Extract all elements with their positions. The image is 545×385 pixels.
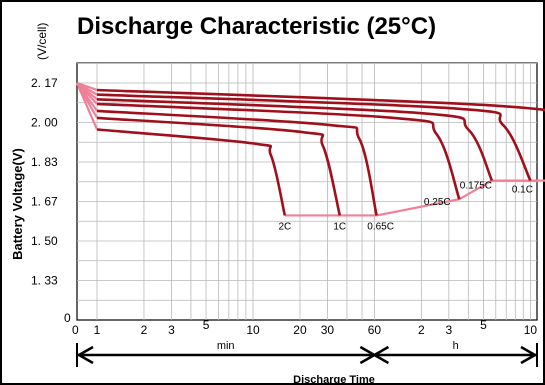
x-tick-label: 60 [368,323,382,337]
discharge-curve-1C [96,116,342,216]
discharge-curve-0.1C [96,93,532,182]
discharge-curve-0.25C [96,102,461,200]
curve-label: 0.1C [512,185,533,196]
y-axis-title: Battery Voltage(V) [10,148,25,260]
x-axis-title: Discharge Time [293,374,375,385]
x-tick-label: 30 [321,323,335,337]
y-tick-label: 2. 17 [31,76,58,90]
y-tick-label: 1. 50 [31,234,58,248]
y-tick-label: 2. 00 [31,116,58,130]
y-tick-label: 1. 67 [31,195,58,209]
curve-label: 0.25C [424,197,451,208]
x-tick-label: 2 [418,323,425,337]
initial-drop-line [76,81,98,92]
y-tick-label: 1. 33 [31,274,58,288]
discharge-curve-2C [96,128,287,216]
x-tick-label: 5 [203,318,210,332]
curve-label: 2C [278,221,291,232]
x-segment-label-h: h [453,340,459,352]
x-tick-label: 10 [524,323,538,337]
x-tick-label: 10 [246,323,260,337]
x-tick-label: 5 [480,318,487,332]
discharge-curve-0.65C [96,109,378,216]
x-segment-arrowhead [359,345,376,365]
discharge-curve-0.175C [96,98,494,182]
x-tick-label: 20 [293,323,307,337]
x-tick-label: 3 [445,323,452,337]
x-segment-label-min: min [217,340,235,352]
x-segment-arrowhead [78,345,94,365]
chart-title: Discharge Characteristic (25°C) [77,13,436,40]
discharge-curve-0.05C [96,88,545,112]
x-origin-label: 0 [72,323,79,337]
curve-label: 0.65C [367,221,394,232]
curve-label: 0.175C [460,181,492,192]
x-tick-label: 2 [141,323,148,337]
x-segment-arrowhead [520,345,536,365]
curve-label: 1C [333,221,346,232]
x-tick-label: 1 [94,323,101,337]
y-tick-label: 1. 83 [31,155,58,169]
y-origin-label: 0 [64,311,71,325]
y-unit-label: (V/cell) [35,23,49,60]
x-segment-arrowhead [373,345,390,365]
x-tick-label: 3 [168,323,175,337]
